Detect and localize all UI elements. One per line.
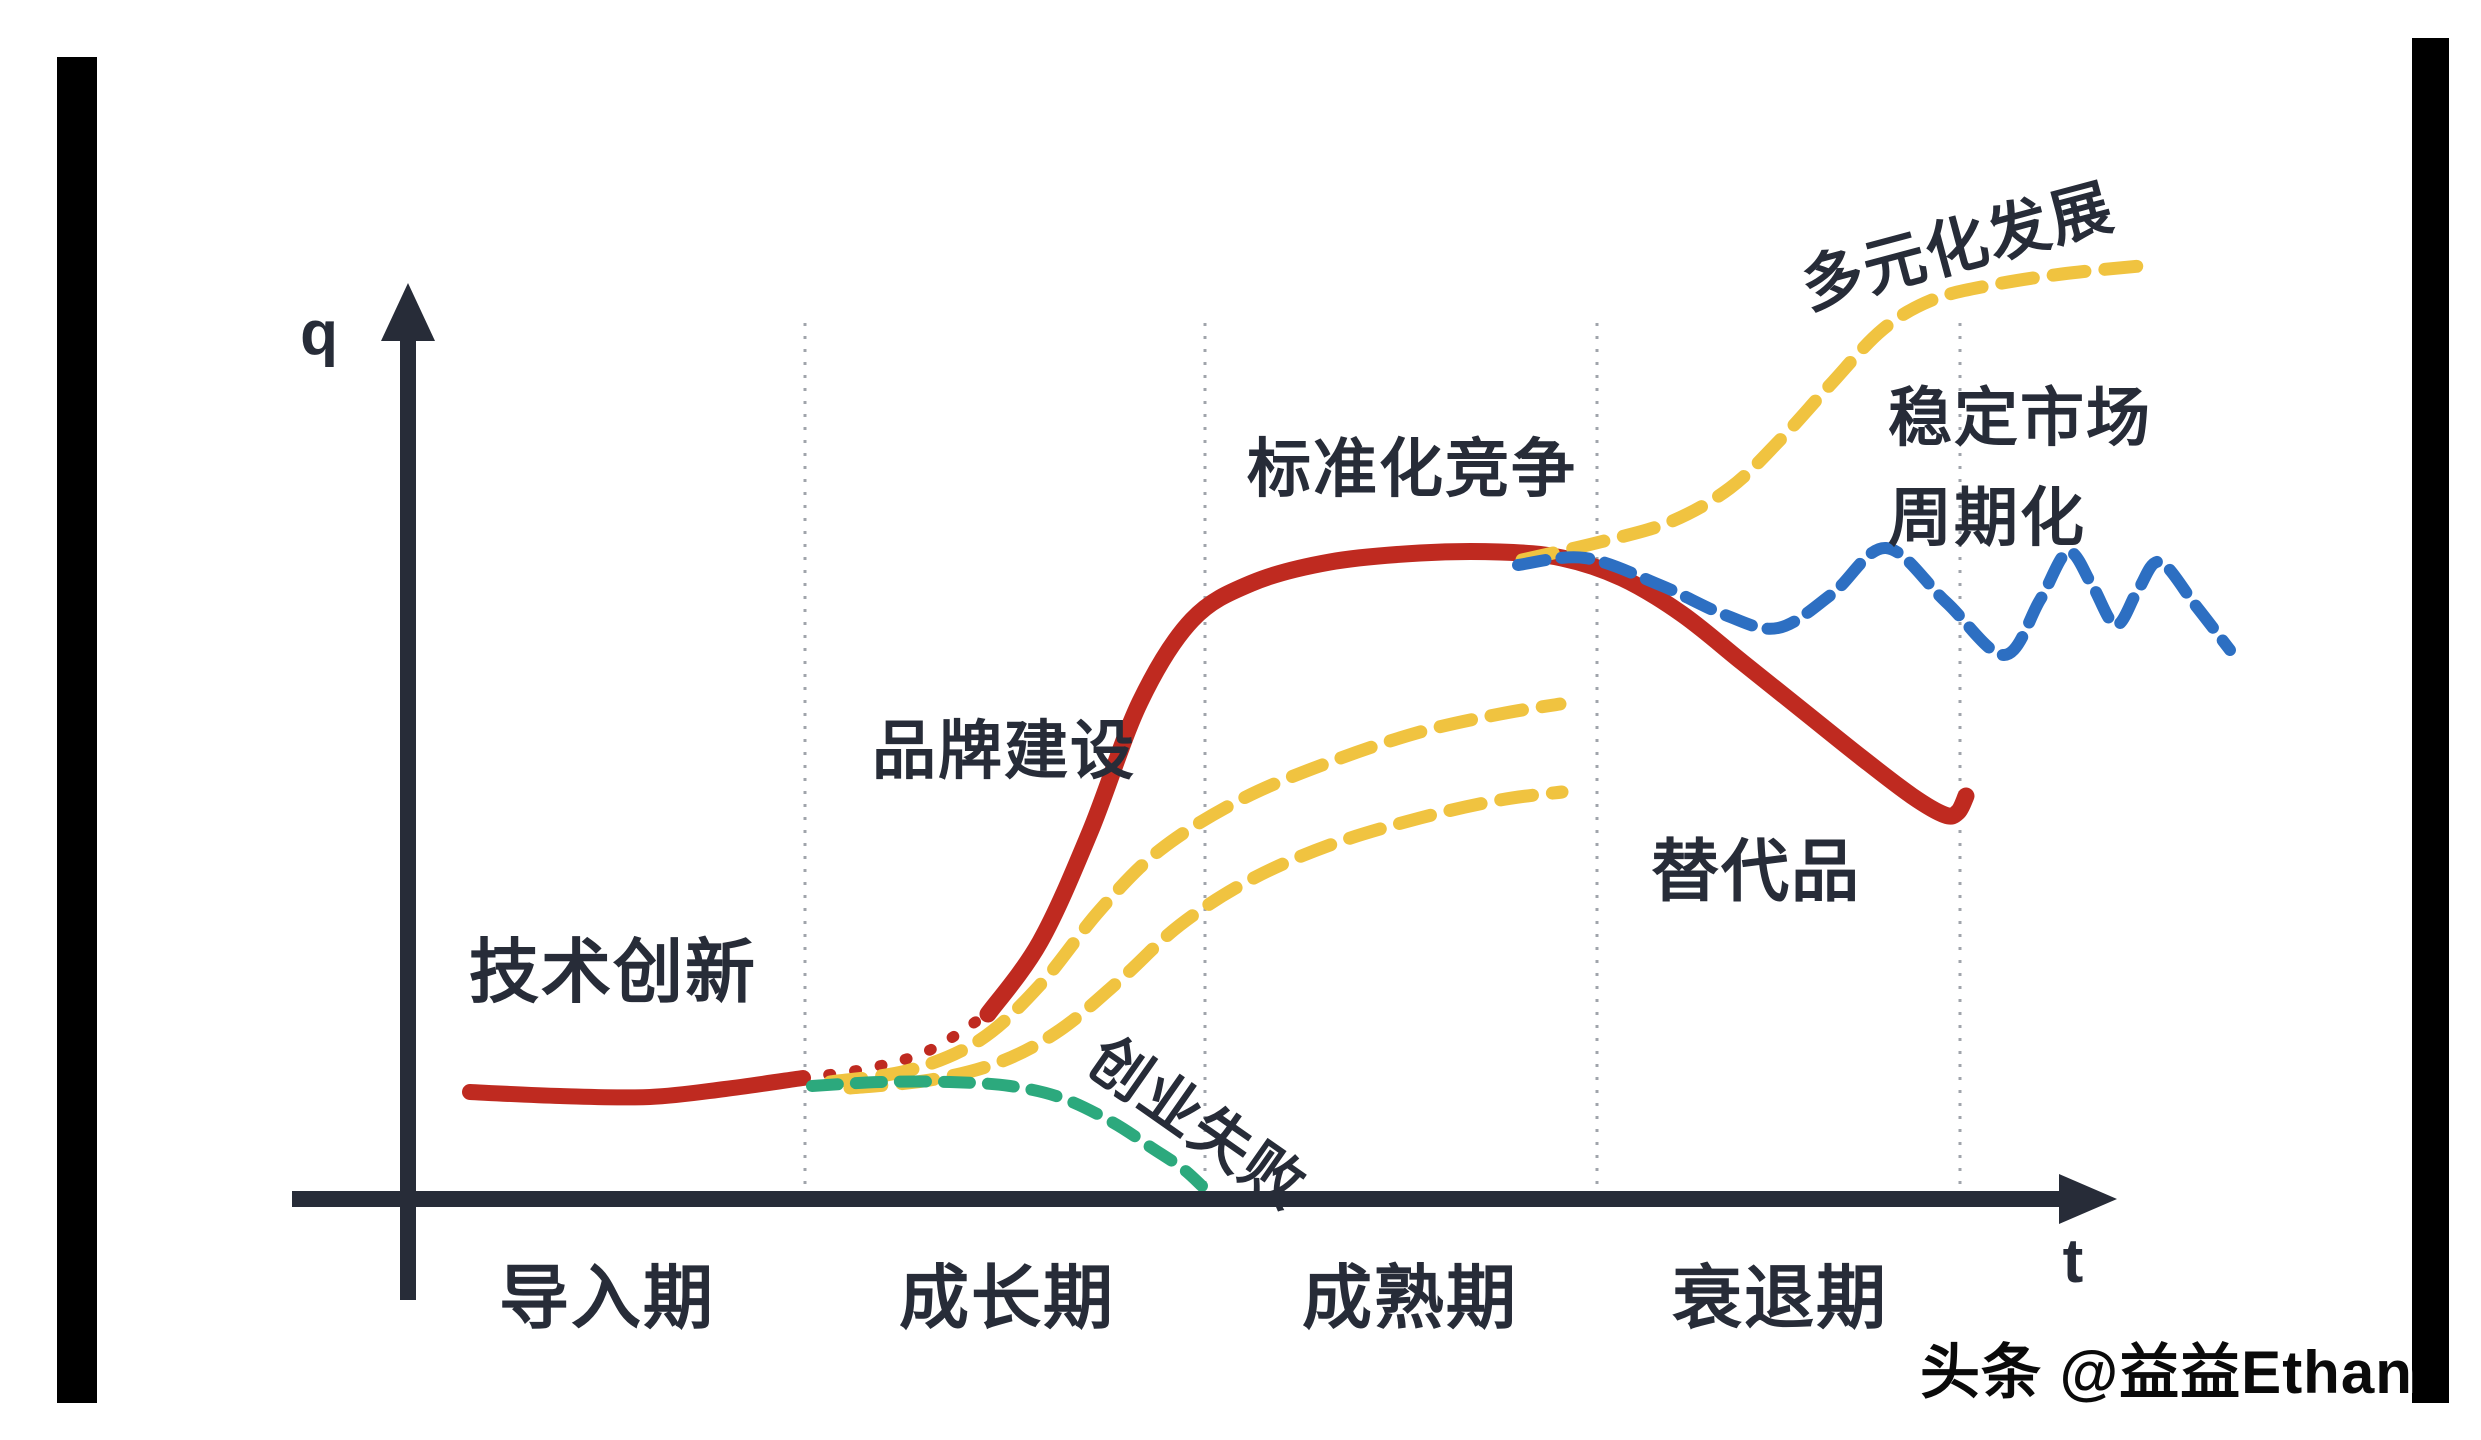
phase-label-decline: 衰退期 [1672, 1259, 1888, 1337]
curve-brand-lower [843, 785, 1569, 1095]
curve-diversification [1515, 259, 2147, 567]
annotation-stable-market-line2: 周期化 [1888, 482, 2086, 554]
left-frame-bar [57, 57, 97, 1403]
curve-main-intro [462, 1070, 811, 1106]
annotation-standardization-competition: 标准化竞争 [1247, 433, 1577, 505]
curve-brand-upper [823, 697, 1567, 1089]
x-axis-label: t [2062, 1227, 2084, 1296]
annotation-stable-market-cycle: 稳定市场 周期化 [1888, 368, 2152, 568]
curve-startup-failure [806, 1075, 1208, 1192]
y-axis-label: q [300, 299, 338, 368]
phase-label-growth: 成长期 [899, 1259, 1115, 1337]
curve-main-growth-maturity-decline [979, 543, 1975, 1023]
watermark-credit: 头条 @益益Ethan [1920, 1339, 2413, 1406]
right-frame-bar [2412, 38, 2449, 1403]
annotation-brand-building: 品牌建设 [872, 715, 1136, 787]
curve-stable-cycle [1512, 542, 2236, 661]
phase-label-introduction: 导入期 [499, 1259, 715, 1337]
annotation-tech-innovation: 技术创新 [469, 933, 757, 1011]
annotation-stable-market-line1: 稳定市场 [1888, 382, 2152, 454]
annotation-substitute: 替代品 [1650, 834, 1862, 910]
curve-main-braid [797, 1006, 996, 1084]
phase-label-maturity: 成熟期 [1302, 1259, 1518, 1337]
